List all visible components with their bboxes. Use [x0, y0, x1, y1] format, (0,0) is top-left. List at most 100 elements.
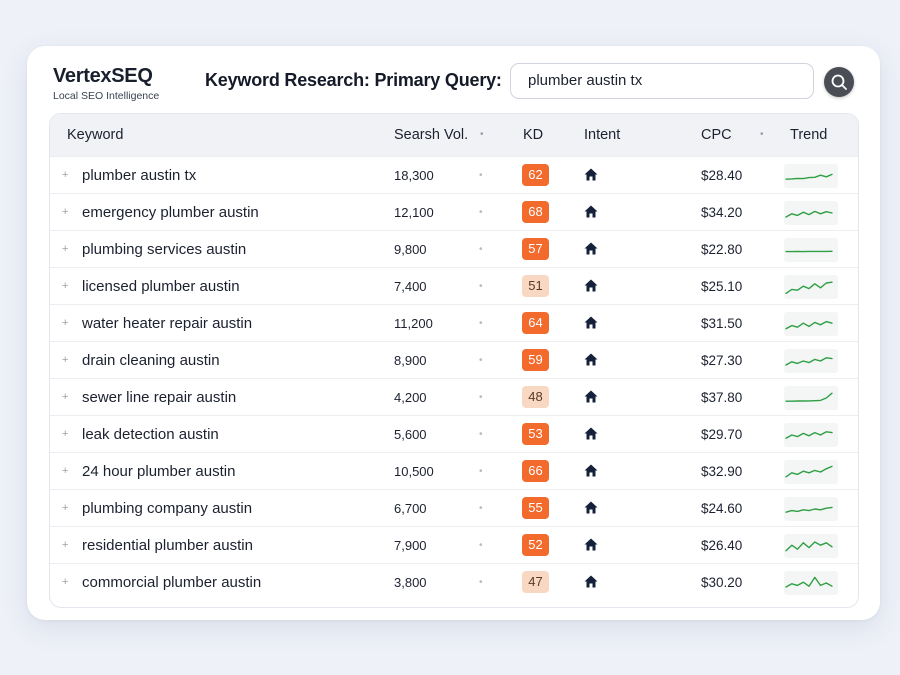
cpc-cell: $29.70: [701, 427, 743, 442]
trend-sparkline: [784, 534, 838, 558]
volume-cell: 18,300: [394, 168, 434, 183]
kd-badge: 55: [522, 497, 549, 519]
kd-badge: 52: [522, 534, 549, 556]
table-row[interactable]: + emergency plumber austin 12,100 • 68 $34.20: [50, 193, 858, 231]
column-divider-dot: •: [760, 129, 764, 140]
keyword-cell[interactable]: commorcial plumber austin: [82, 574, 262, 591]
table-row[interactable]: +24 hour plumber austin 10,500 • 66 $32.90: [50, 452, 858, 490]
brand-tagline: Local SEO Intelligence: [53, 90, 160, 102]
row-divider-dot: •: [479, 244, 483, 255]
keyword-cell[interactable]: water heater repair austin: [82, 315, 253, 332]
kd-badge: 51: [522, 275, 549, 297]
row-divider-dot: •: [479, 503, 483, 514]
keyword-table: Keyword Searsh Vol. • KD Intent CPC • Tr…: [49, 113, 859, 608]
table-row[interactable]: + sewer line repair austin 4,200 • 48 $37.80: [50, 378, 858, 416]
search-button[interactable]: [824, 67, 854, 97]
table-row[interactable]: + licensed plumber austin 7,400 • 51 $25.10: [50, 267, 858, 305]
row-divider-dot: •: [479, 392, 483, 403]
keyword-cell[interactable]: plumber austin tx: [82, 167, 197, 184]
keyword-cell[interactable]: licensed plumber austin: [82, 278, 240, 295]
home-icon: [584, 316, 598, 334]
trend-sparkline: [784, 238, 838, 262]
cpc-cell: $32.90: [701, 464, 743, 479]
volume-cell: 6,700: [394, 501, 427, 516]
volume-cell: 11,200: [394, 316, 433, 331]
query-label: Keyword Research: Primary Query:: [205, 70, 502, 90]
table-row[interactable]: + water heater repair austin 11,200 • 64 $31.…: [50, 304, 858, 342]
row-divider-dot: •: [479, 429, 483, 440]
keyword-cell[interactable]: plumbing services austin: [82, 241, 247, 258]
keyword-cell[interactable]: sewer line repair austin: [82, 389, 237, 406]
column-header-trend[interactable]: Trend: [790, 127, 828, 143]
row-bullet: +: [62, 317, 69, 329]
volume-cell: 7,900: [394, 538, 427, 553]
home-icon: [584, 390, 598, 408]
column-header-volume[interactable]: Searsh Vol.: [394, 127, 469, 143]
keyword-cell[interactable]: residential plumber austin: [82, 537, 253, 554]
column-header-keyword[interactable]: Keyword: [67, 127, 124, 143]
brand-name: VertexSEQ: [53, 65, 153, 87]
keyword-cell[interactable]: drain cleaning austin: [82, 352, 220, 369]
row-divider-dot: •: [479, 355, 483, 366]
trend-sparkline: [784, 423, 838, 447]
row-bullet: +: [62, 465, 69, 477]
column-header-intent[interactable]: Intent: [584, 127, 621, 143]
search-input[interactable]: plumber austin tx: [510, 63, 814, 99]
search-icon: [831, 74, 847, 90]
trend-sparkline: [784, 275, 838, 299]
row-bullet: +: [62, 169, 69, 181]
row-divider-dot: •: [479, 207, 483, 218]
volume-cell: 8,900: [394, 353, 427, 368]
volume-cell: 12,100: [394, 205, 434, 220]
table-row[interactable]: + residential plumber austin 7,900 • 52 $26.4…: [50, 526, 858, 564]
kd-badge: 62: [522, 164, 549, 186]
table-row[interactable]: + leak detection austin 5,600 • 53 $29.70: [50, 415, 858, 453]
cpc-cell: $25.10: [701, 279, 743, 294]
row-divider-dot: •: [479, 170, 483, 181]
home-icon: [584, 501, 598, 519]
cpc-cell: $27.30: [701, 353, 743, 368]
keyword-cell[interactable]: plumbing company austin: [82, 500, 253, 517]
table-row[interactable]: + plumber austin tx 18,300 • 62 $28.40: [50, 156, 858, 194]
row-divider-dot: •: [479, 577, 483, 588]
cpc-cell: $31.50: [701, 316, 743, 331]
row-bullet: +: [62, 354, 69, 366]
table-row[interactable]: + drain cleaning austin 8,900 • 59 $27.30: [50, 341, 858, 379]
row-bullet: +: [62, 576, 69, 588]
trend-sparkline: [784, 201, 838, 225]
table-row[interactable]: + commorcial plumber austin 3,800 • 47 $30.20: [50, 563, 858, 601]
table-header: Keyword Searsh Vol. • KD Intent CPC • Tr…: [50, 114, 858, 156]
kd-badge: 66: [522, 460, 549, 482]
home-icon: [584, 353, 598, 371]
home-icon: [584, 538, 598, 556]
column-header-kd[interactable]: KD: [523, 127, 544, 143]
kd-badge: 53: [522, 423, 549, 445]
trend-sparkline: [784, 386, 838, 410]
row-bullet: +: [62, 391, 69, 403]
row-divider-dot: •: [479, 318, 483, 329]
row-divider-dot: •: [479, 281, 483, 292]
table-row[interactable]: + plumbing company austin 6,700 • 55 $24.60: [50, 489, 858, 527]
trend-sparkline: [784, 460, 838, 484]
trend-sparkline: [784, 349, 838, 373]
table-row[interactable]: + plumbing services austin 9,800 • 57 $22.80: [50, 230, 858, 268]
kd-badge: 64: [522, 312, 549, 334]
home-icon: [584, 427, 598, 445]
keyword-cell[interactable]: leak detection austin: [82, 426, 219, 443]
kd-badge: 48: [522, 386, 549, 408]
trend-sparkline: [784, 497, 838, 521]
keyword-cell[interactable]: 24 hour plumber austin: [82, 463, 236, 480]
trend-sparkline: [784, 571, 838, 595]
volume-cell: 10,500: [394, 464, 434, 479]
volume-cell: 5,600: [394, 427, 427, 442]
brand-logo[interactable]: VertexSEQ Local SEO Intelligence: [53, 64, 159, 102]
row-bullet: +: [62, 280, 69, 292]
keyword-research-card: VertexSEQ Local SEO Intelligence Keyword…: [27, 46, 880, 620]
cpc-cell: $30.20: [701, 575, 743, 590]
home-icon: [584, 205, 598, 223]
keyword-cell[interactable]: emergency plumber austin: [82, 204, 259, 221]
column-header-cpc[interactable]: CPC: [701, 127, 732, 143]
home-icon: [584, 168, 598, 186]
volume-cell: 4,200: [394, 390, 427, 405]
row-bullet: +: [62, 206, 69, 218]
